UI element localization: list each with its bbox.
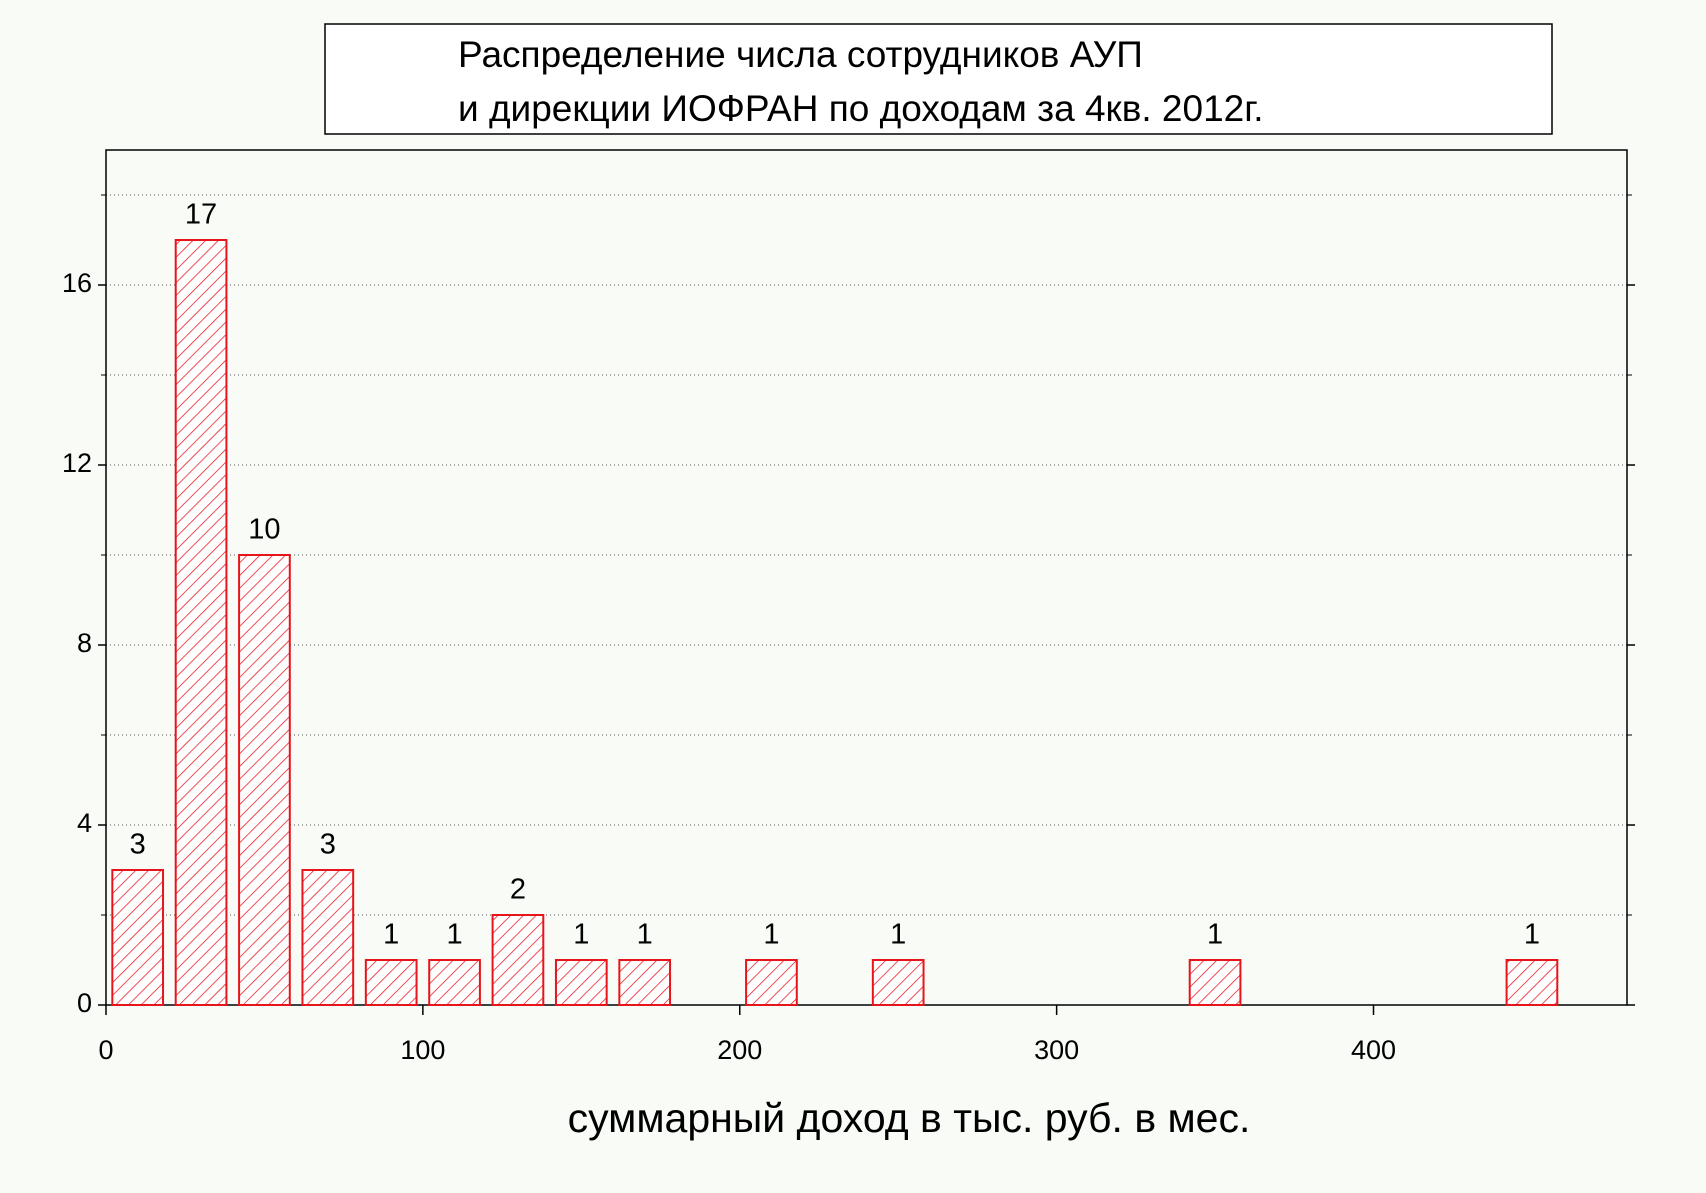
value-label: 3 [130,829,146,861]
y-tick-label: 16 [62,268,92,298]
value-label: 1 [1524,919,1540,951]
bar [491,914,545,1006]
y-tick-label: 0 [77,988,92,1018]
bar [618,959,672,1006]
x-tick-label: 0 [98,1035,113,1065]
bar [871,959,925,1006]
bar [428,959,481,1006]
value-label: 1 [383,919,399,951]
x-tick-label: 100 [400,1035,445,1065]
title-box [324,23,1553,135]
x-tick-label: 400 [1351,1035,1396,1065]
chart-title: Распределение числа сотрудников АУП [458,34,1143,75]
bar [364,959,418,1006]
y-tick-label: 12 [62,448,92,478]
bar [745,959,798,1006]
value-label: 1 [637,919,653,951]
y-tick-label: 4 [77,808,92,838]
value-label: 10 [248,514,280,546]
value-label: 1 [573,919,589,951]
chart-title: и дирекции ИОФРАН по доходам за 4кв. 201… [458,88,1264,129]
bar [174,239,228,1006]
value-label: 1 [1207,919,1223,951]
x-axis-label: суммарный доход в тыс. руб. в мес. [568,1095,1251,1141]
value-label: 1 [763,919,779,951]
bar [301,869,355,1006]
value-label: 1 [890,919,906,951]
value-label: 17 [185,199,217,231]
value-label: 3 [320,829,336,861]
bar [1188,959,1242,1006]
y-tick-label: 8 [77,628,92,658]
bar [554,959,608,1006]
plot-frame [105,149,1628,1006]
bar [238,554,291,1006]
bar [1505,959,1559,1006]
x-tick-label: 300 [1034,1035,1079,1065]
value-label: 1 [446,919,462,951]
value-label: 2 [510,874,526,906]
bar [111,869,165,1006]
x-tick-label: 200 [717,1035,762,1065]
